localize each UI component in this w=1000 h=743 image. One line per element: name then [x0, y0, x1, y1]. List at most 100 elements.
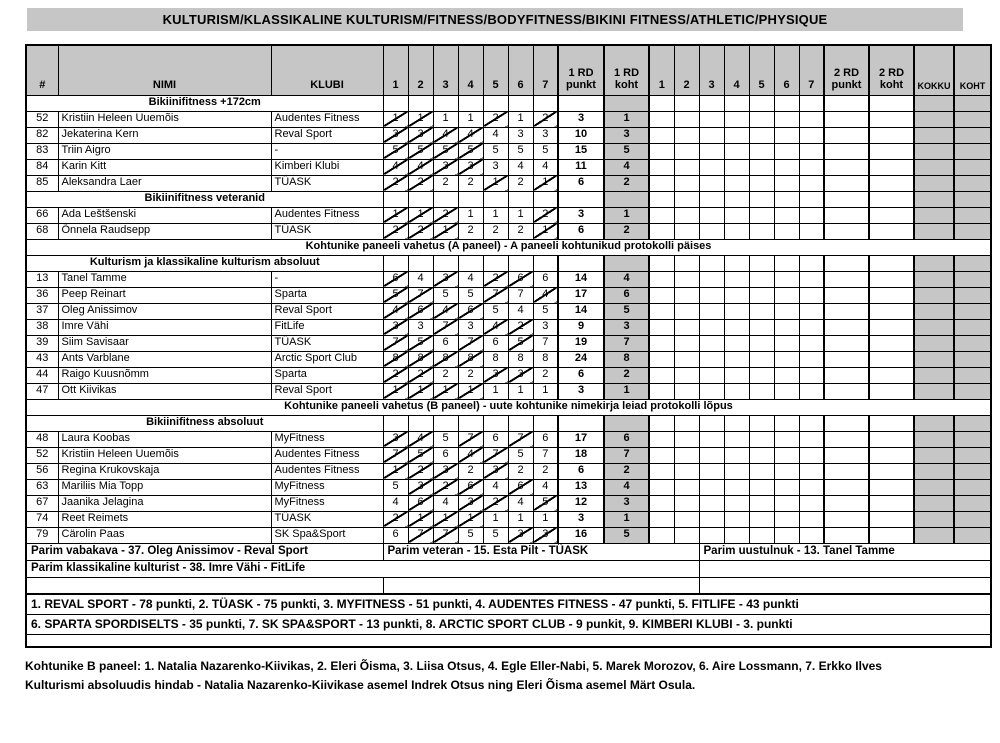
best-awards-row: Parim vabakava - 37. Oleg Anissimov - Re… [25, 542, 992, 561]
rd2-punkt-cell [823, 222, 870, 240]
rd1-koht-cell: 4 [603, 270, 650, 288]
rd1-score-cell-struck: 3 [482, 462, 509, 480]
athlete-number: 37 [25, 302, 59, 320]
header-judge-r1-7: 7 [532, 44, 559, 96]
rd1-score-cell [457, 254, 484, 272]
rd1-score-cell-struck: 3 [432, 270, 459, 288]
rd1-score-cell-struck: 8 [382, 350, 409, 368]
koht-cell [953, 158, 992, 176]
rd1-punkt-cell: 9 [557, 318, 605, 336]
athlete-row: 48 Laura Koobas MyFitness 3 4 5 7 6 7 6 17 6 [25, 430, 992, 448]
rd2-score-cell [773, 510, 800, 528]
rd2-score-cell [748, 366, 775, 384]
rd1-score-cell: 3 [407, 318, 434, 336]
rd2-score-cell [648, 206, 675, 224]
athlete-club: TÜASK [270, 174, 384, 192]
rd2-score-cell [673, 318, 700, 336]
athlete-club: Reval Sport [270, 126, 384, 144]
rd2-score-cell [748, 494, 775, 512]
athlete-name: Ants Varblane [57, 350, 272, 368]
rd1-score-cell-struck: 2 [382, 174, 409, 192]
kokku-cell [913, 254, 955, 272]
rd1-score-cell-struck: 2 [482, 110, 509, 128]
rd2-score-cell [773, 206, 800, 224]
rd1-score-cell-struck: 3 [382, 430, 409, 448]
rd1-punkt-cell: 19 [557, 334, 605, 352]
award-cell [698, 559, 992, 578]
rd2-score-cell [798, 142, 825, 160]
athlete-name: Oleg Anissimov [57, 302, 272, 320]
rd2-punkt-cell [823, 286, 870, 304]
header-judge-r1-1: 1 [382, 44, 409, 96]
athlete-row: 85 Aleksandra Laer TÜASK 2 2 2 2 1 2 1 6 2 [25, 174, 992, 192]
section-row: Bikiinifitness veteranid [25, 190, 992, 208]
rd2-score-cell [723, 222, 750, 240]
rd1-score-cell [432, 94, 459, 112]
rd1-score-cell-struck: 3 [457, 158, 484, 176]
athlete-name: Õnnela Raudsepp [57, 222, 272, 240]
rd2-score-cell [723, 366, 750, 384]
rd1-score-cell: 4 [432, 494, 459, 512]
rd1-score-cell: 3 [507, 126, 534, 144]
rd2-punkt-cell [823, 270, 870, 288]
rd1-score-cell: 5 [482, 142, 509, 160]
rd1-koht-cell: 7 [603, 446, 650, 464]
rd1-score-cell-struck: 1 [532, 222, 559, 240]
kokku-cell [913, 414, 955, 432]
rd2-score-cell [673, 414, 700, 432]
rd2-score-cell [673, 302, 700, 320]
rd1-koht-cell: 4 [603, 158, 650, 176]
rd2-score-cell [648, 462, 675, 480]
rd1-score-cell: 5 [507, 142, 534, 160]
rd2-score-cell [723, 254, 750, 272]
rd1-score-cell-struck: 5 [382, 142, 409, 160]
header-judge-r1-6: 6 [507, 44, 534, 96]
athlete-number: 56 [25, 462, 59, 480]
award-cell [25, 576, 384, 595]
rd1-score-cell-struck: 6 [457, 478, 484, 496]
athlete-name: Kristiin Heleen Uuemõis [57, 110, 272, 128]
rd1-punkt-cell: 17 [557, 430, 605, 448]
rd2-score-cell [798, 510, 825, 528]
koht-cell [953, 126, 992, 144]
rd2-score-cell [648, 142, 675, 160]
koht-cell [953, 174, 992, 192]
rd2-score-cell [748, 350, 775, 368]
rd2-score-cell [723, 494, 750, 512]
rd1-score-cell-struck: 5 [457, 142, 484, 160]
rd2-score-cell [748, 462, 775, 480]
kokku-cell [913, 526, 955, 544]
rd1-score-cell: 2 [457, 222, 484, 240]
rd2-score-cell [723, 446, 750, 464]
rd2-score-cell [673, 510, 700, 528]
rd2-koht-cell [868, 350, 915, 368]
header-rd1-punkt: 1 RD punkt [557, 44, 605, 96]
rd1-score-cell-struck: 6 [507, 270, 534, 288]
section-label: Bikiinifitness +172cm [25, 94, 384, 112]
athlete-row: 74 Reet Reimets TÜASK 2 1 1 1 1 1 1 3 1 [25, 510, 992, 528]
section-label: Bikiinifitness absoluut [25, 414, 384, 432]
rd1-score-cell [507, 414, 534, 432]
rd1-punkt-cell [557, 94, 605, 112]
rd2-koht-cell [868, 494, 915, 512]
rd2-score-cell [648, 174, 675, 192]
koht-cell [953, 526, 992, 544]
rd2-koht-cell [868, 126, 915, 144]
rd2-punkt-cell [823, 526, 870, 544]
rd1-score-cell-struck: 1 [532, 174, 559, 192]
rd2-score-cell [798, 222, 825, 240]
rd2-score-cell [748, 174, 775, 192]
rd2-score-cell [748, 446, 775, 464]
rd1-score-cell-struck: 3 [432, 158, 459, 176]
rd1-punkt-cell: 14 [557, 270, 605, 288]
rd2-score-cell [773, 126, 800, 144]
rd2-punkt-cell [823, 174, 870, 192]
rd2-score-cell [723, 430, 750, 448]
athlete-club: TÜASK [270, 510, 384, 528]
athlete-number: 67 [25, 494, 59, 512]
rd2-koht-cell [868, 462, 915, 480]
athlete-row: 63 Mariliis Mia Topp MyFitness 5 3 2 6 4 6 4 13 4 [25, 478, 992, 496]
header-judge-r2-5: 5 [748, 44, 775, 96]
club-standings-text: 6. SPARTA SPORDISELTS - 35 punkti, 7. SK… [25, 613, 992, 635]
kokku-cell [913, 206, 955, 224]
